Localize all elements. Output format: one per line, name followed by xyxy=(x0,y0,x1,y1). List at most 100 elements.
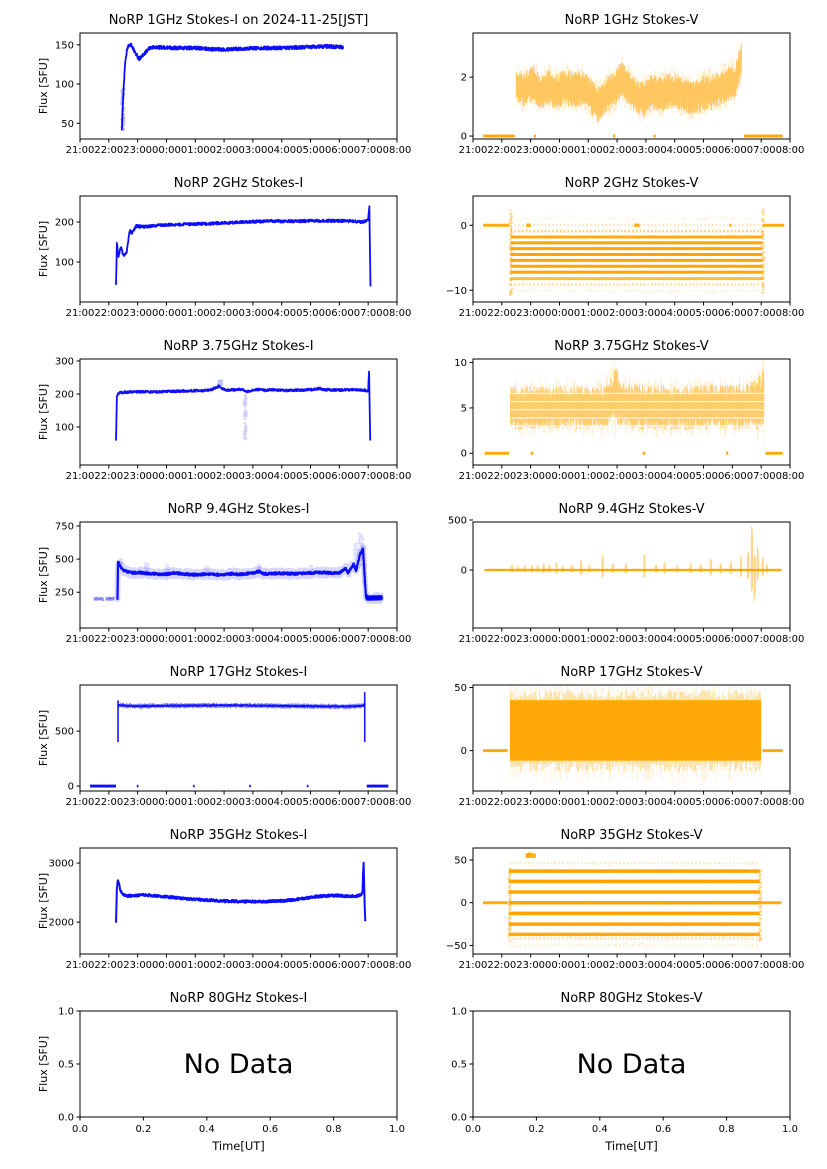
svg-text:02:00: 02:00 xyxy=(603,308,632,319)
svg-text:22:00: 22:00 xyxy=(487,308,516,319)
svg-text:07:00: 07:00 xyxy=(747,634,776,645)
svg-text:1.0: 1.0 xyxy=(389,1124,405,1135)
svg-text:08:00: 08:00 xyxy=(383,634,412,645)
svg-text:02:00: 02:00 xyxy=(210,797,239,808)
svg-text:23:00: 23:00 xyxy=(123,308,152,319)
subplot-norp-1ghz-stokes-v: 21:00 22:00 23:00 00:00 01:00 02:00 03:00 04:00… xyxy=(413,0,827,163)
svg-text:05:00: 05:00 xyxy=(296,308,325,319)
svg-text:150: 150 xyxy=(55,40,74,51)
svg-text:02:00: 02:00 xyxy=(210,634,239,645)
subplot-title: NoRP 9.4GHz Stokes-I xyxy=(168,502,310,517)
subplot-canvas-norp-80ghz-stokes-v: No Data 0.0 0.2 0.4 0.6 0.8 1.0 0.0 0.5 1.0 NoRP 8… xyxy=(451,991,798,1153)
svg-text:05:00: 05:00 xyxy=(296,471,325,482)
svg-text:100: 100 xyxy=(55,80,74,91)
svg-text:0.5: 0.5 xyxy=(58,1060,74,1071)
svg-text:21:00: 21:00 xyxy=(66,634,95,645)
svg-text:05:00: 05:00 xyxy=(689,797,718,808)
svg-text:04:00: 04:00 xyxy=(660,145,689,156)
subplot-title: NoRP 1GHz Stokes-V xyxy=(565,13,699,28)
svg-text:0.5: 0.5 xyxy=(451,1060,467,1071)
svg-text:21:00: 21:00 xyxy=(66,797,95,808)
subplot-title: NoRP 35GHz Stokes-I xyxy=(170,828,308,843)
svg-text:04:00: 04:00 xyxy=(660,960,689,971)
svg-text:22:00: 22:00 xyxy=(487,634,516,645)
svg-text:03:00: 03:00 xyxy=(631,145,660,156)
svg-text:50: 50 xyxy=(454,683,467,694)
svg-text:22:00: 22:00 xyxy=(94,145,123,156)
svg-text:00:00: 00:00 xyxy=(545,145,574,156)
subplot-norp-3.75ghz-stokes-v: 21:00 22:00 23:00 00:00 01:00 02:00 03:00 04:00… xyxy=(413,326,827,489)
svg-text:21:00: 21:00 xyxy=(66,960,95,971)
subplot-title: NoRP 2GHz Stokes-V xyxy=(565,176,699,191)
svg-text:0.6: 0.6 xyxy=(262,1124,278,1135)
svg-text:08:00: 08:00 xyxy=(776,471,805,482)
subplot-title: NoRP 2GHz Stokes-I xyxy=(174,176,303,191)
svg-text:01:00: 01:00 xyxy=(181,634,210,645)
subplot-norp-17ghz-stokes-v: 21:00 22:00 23:00 00:00 01:00 02:00 03:00 04:00… xyxy=(413,652,827,815)
svg-text:00:00: 00:00 xyxy=(152,960,181,971)
subplot-title: NoRP 9.4GHz Stokes-V xyxy=(558,502,704,517)
svg-text:21:00: 21:00 xyxy=(459,145,488,156)
y-axis-label: Flux [SFU] xyxy=(37,221,50,277)
svg-text:06:00: 06:00 xyxy=(325,634,354,645)
svg-text:500: 500 xyxy=(55,727,74,738)
subplot-norp-9.4ghz-stokes-i: 21:00 22:00 23:00 00:00 01:00 02:00 03:00 04:00… xyxy=(0,489,413,652)
svg-text:22:00: 22:00 xyxy=(487,471,516,482)
svg-text:05:00: 05:00 xyxy=(296,145,325,156)
svg-text:21:00: 21:00 xyxy=(459,960,488,971)
svg-text:06:00: 06:00 xyxy=(325,797,354,808)
svg-text:3000: 3000 xyxy=(49,859,74,870)
y-axis-label: Flux [SFU] xyxy=(37,873,50,929)
svg-text:23:00: 23:00 xyxy=(516,960,545,971)
svg-text:05:00: 05:00 xyxy=(689,145,718,156)
svg-text:07:00: 07:00 xyxy=(747,471,776,482)
svg-text:00:00: 00:00 xyxy=(545,308,574,319)
svg-text:1.0: 1.0 xyxy=(451,1007,467,1018)
svg-text:04:00: 04:00 xyxy=(660,308,689,319)
svg-text:21:00: 21:00 xyxy=(66,145,95,156)
svg-text:03:00: 03:00 xyxy=(238,145,267,156)
svg-text:50: 50 xyxy=(61,119,74,130)
svg-text:06:00: 06:00 xyxy=(325,960,354,971)
svg-text:100: 100 xyxy=(55,423,74,434)
svg-text:00:00: 00:00 xyxy=(545,471,574,482)
svg-text:03:00: 03:00 xyxy=(631,960,660,971)
svg-text:01:00: 01:00 xyxy=(574,634,603,645)
svg-text:04:00: 04:00 xyxy=(267,960,296,971)
svg-text:0: 0 xyxy=(461,898,467,909)
svg-text:01:00: 01:00 xyxy=(181,471,210,482)
svg-text:5: 5 xyxy=(461,403,467,414)
svg-text:04:00: 04:00 xyxy=(267,471,296,482)
svg-text:02:00: 02:00 xyxy=(603,960,632,971)
svg-text:08:00: 08:00 xyxy=(383,145,412,156)
svg-text:0.8: 0.8 xyxy=(326,1124,342,1135)
svg-text:06:00: 06:00 xyxy=(325,471,354,482)
svg-text:21:00: 21:00 xyxy=(459,471,488,482)
svg-text:07:00: 07:00 xyxy=(747,797,776,808)
subplot-norp-17ghz-stokes-i: 21:00 22:00 23:00 00:00 01:00 02:00 03:00 04:00… xyxy=(0,652,413,815)
subplot-title: NoRP 17GHz Stokes-V xyxy=(561,665,703,680)
subplot-norp-9.4ghz-stokes-v: 21:00 22:00 23:00 00:00 01:00 02:00 03:00 04:00… xyxy=(413,489,827,652)
subplot-norp-2ghz-stokes-i: 21:00 22:00 23:00 00:00 01:00 02:00 03:00 04:00… xyxy=(0,163,413,326)
svg-text:03:00: 03:00 xyxy=(631,471,660,482)
svg-text:07:00: 07:00 xyxy=(354,145,383,156)
svg-text:22:00: 22:00 xyxy=(94,308,123,319)
svg-text:02:00: 02:00 xyxy=(603,471,632,482)
svg-text:00:00: 00:00 xyxy=(152,145,181,156)
svg-text:06:00: 06:00 xyxy=(718,471,747,482)
svg-text:01:00: 01:00 xyxy=(574,960,603,971)
svg-text:07:00: 07:00 xyxy=(747,145,776,156)
subplot-norp-3.75ghz-stokes-i: 21:00 22:00 23:00 00:00 01:00 02:00 03:00 04:00… xyxy=(0,326,413,489)
svg-text:01:00: 01:00 xyxy=(181,797,210,808)
subplot-title: NoRP 80GHz Stokes-V xyxy=(561,991,703,1006)
subplot-title: NoRP 3.75GHz Stokes-I xyxy=(163,339,313,354)
svg-text:23:00: 23:00 xyxy=(123,797,152,808)
svg-text:22:00: 22:00 xyxy=(487,797,516,808)
subplot-title: NoRP 35GHz Stokes-V xyxy=(561,828,703,843)
svg-text:07:00: 07:00 xyxy=(354,308,383,319)
svg-text:05:00: 05:00 xyxy=(296,634,325,645)
svg-text:22:00: 22:00 xyxy=(94,960,123,971)
svg-text:300: 300 xyxy=(55,356,74,367)
svg-text:500: 500 xyxy=(55,555,74,566)
